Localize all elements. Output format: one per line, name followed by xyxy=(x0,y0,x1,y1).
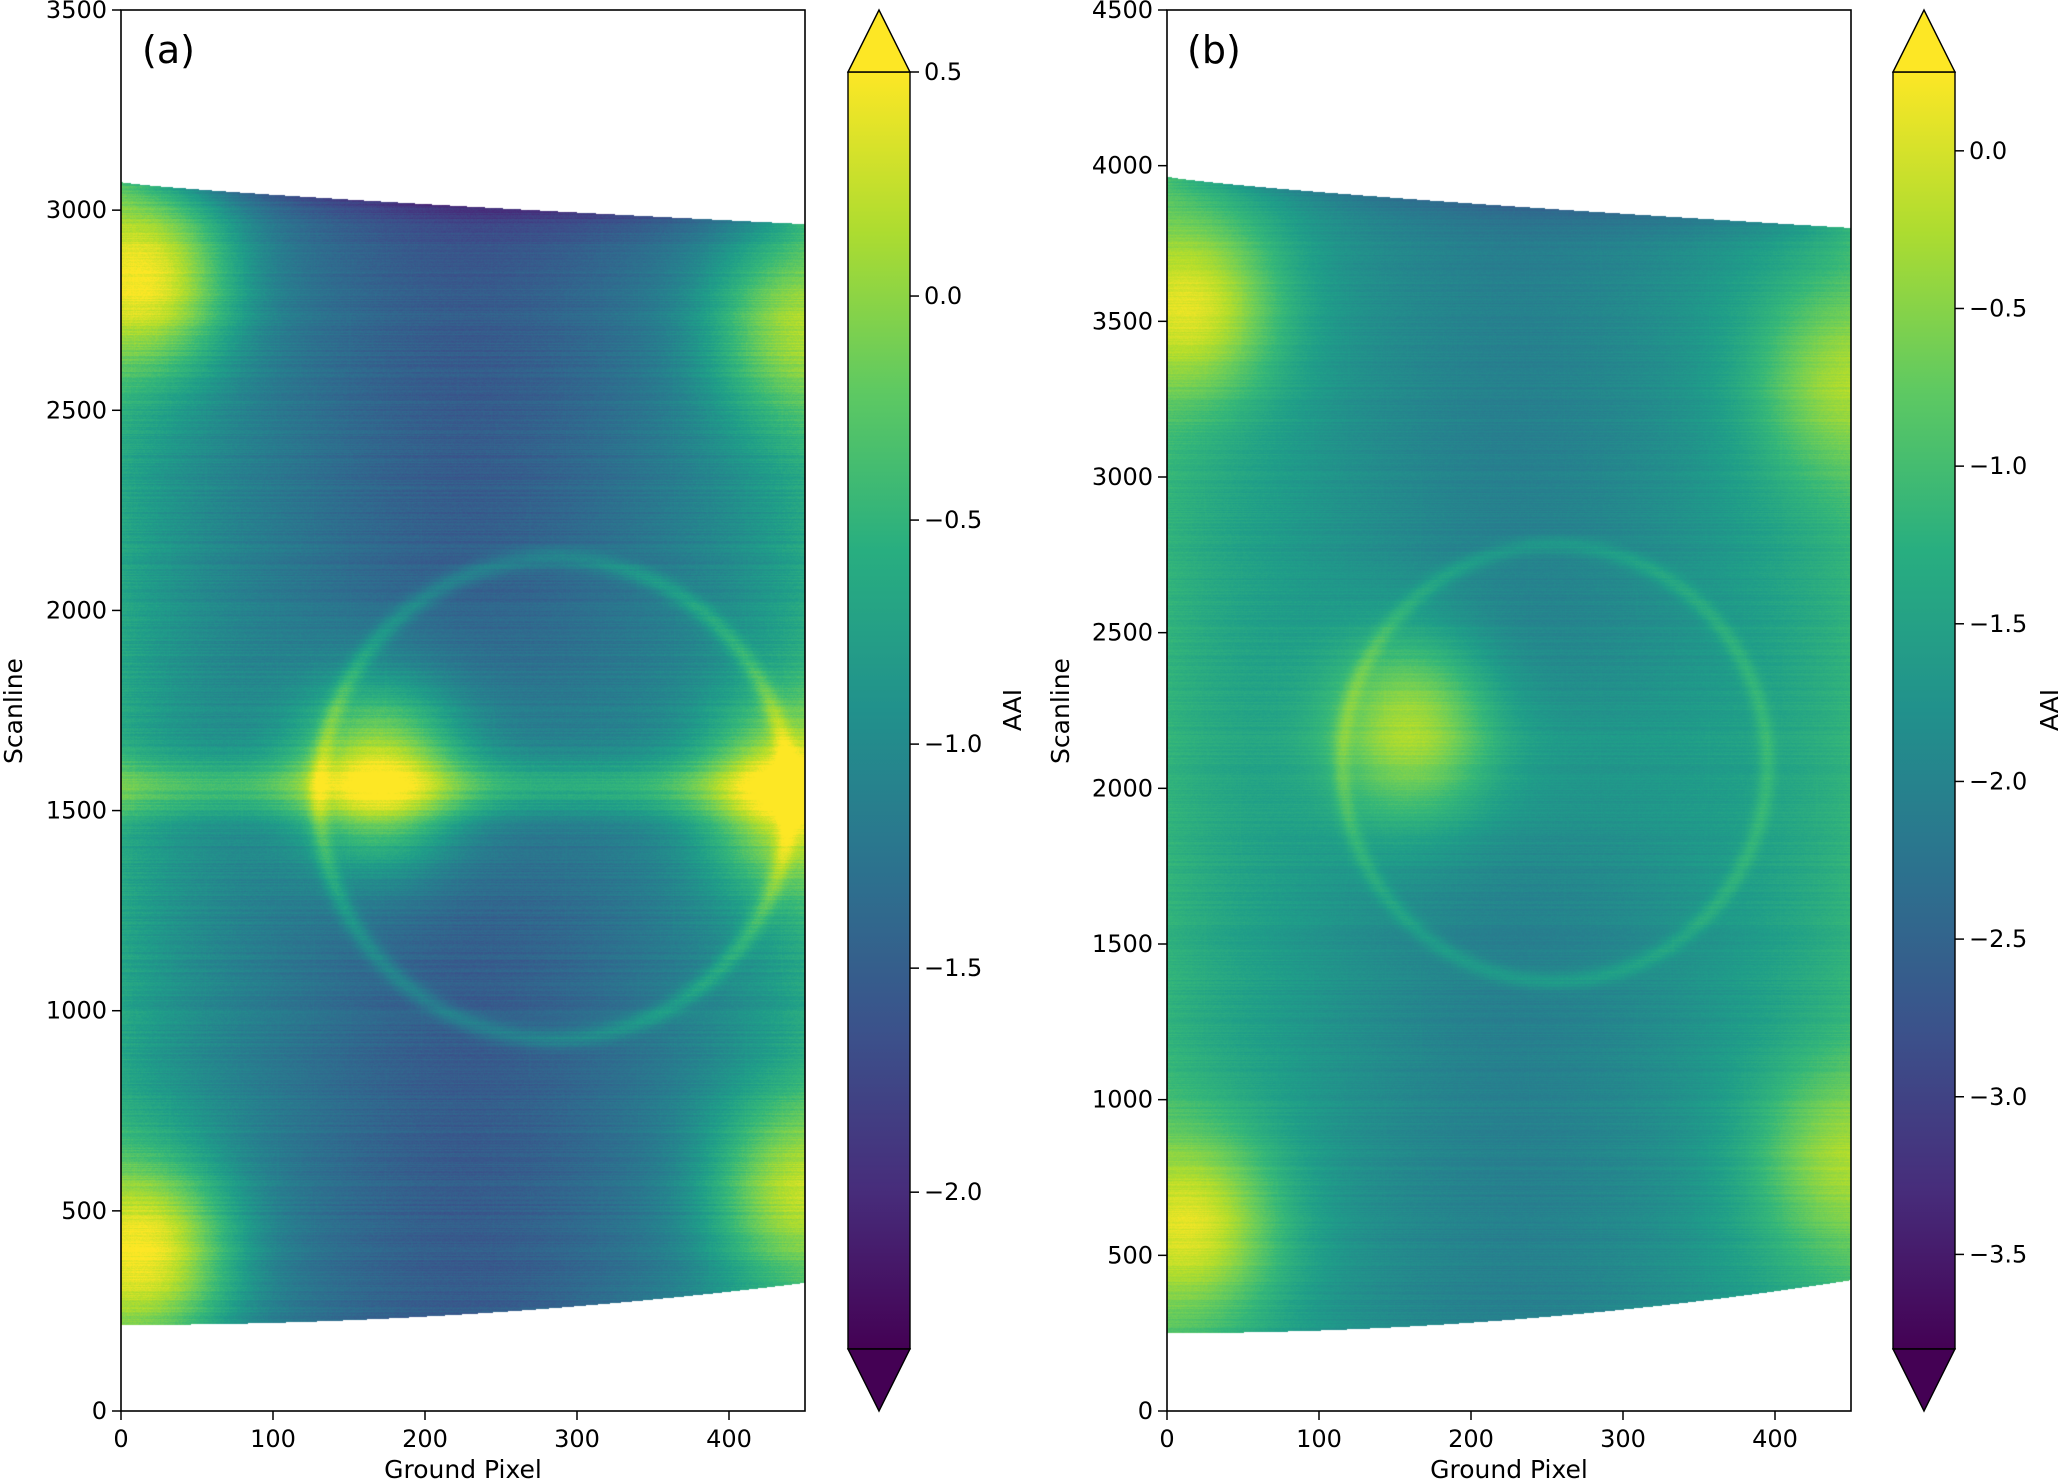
x-tick-label-a: 200 xyxy=(402,1425,448,1453)
y-tick-label-a: 1500 xyxy=(46,797,107,825)
y-tick-label-b: 500 xyxy=(1107,1241,1153,1269)
x-tick-label-b: 200 xyxy=(1448,1425,1494,1453)
x-tick-label-b: 100 xyxy=(1296,1425,1342,1453)
panel-label-b: (b) xyxy=(1187,28,1241,72)
colorbar-tick-label-b: −1.5 xyxy=(1969,610,2027,638)
colorbar-tick-label-a: −1.0 xyxy=(924,730,982,758)
axis-ticks-a: 0 100 200 300 400 0 500 1000 1500 2000 2500 3000 350… xyxy=(46,0,752,1453)
x-tick-label-a: 100 xyxy=(250,1425,296,1453)
y-tick-label-a: 0 xyxy=(92,1397,107,1425)
y-tick-label-a: 2000 xyxy=(46,596,107,624)
y-tick-label-b: 2500 xyxy=(1092,619,1153,647)
y-tick-label-b: 2000 xyxy=(1092,774,1153,802)
y-tick-label-a: 500 xyxy=(61,1197,107,1225)
y-tick-label-a: 2500 xyxy=(46,396,107,424)
colorbar-tick-label-b: −0.5 xyxy=(1969,294,2027,322)
colorbar-label-a: AAI xyxy=(998,689,1027,731)
colorbar-body-b xyxy=(1892,71,1956,1350)
y-tick-label-b: 3000 xyxy=(1092,463,1153,491)
y-tick-label-b: 4000 xyxy=(1092,152,1153,180)
y-tick-label-a: 1000 xyxy=(46,997,107,1025)
colorbar-ticks-a: 0.5 0.0 −0.5 −1.0 −1.5 −2.0 xyxy=(910,58,982,1206)
axis-ticks-b: 0 100 200 300 400050010001500200025003000350… xyxy=(1092,0,1798,1453)
colorbar-tick-label-a: −0.5 xyxy=(924,506,982,534)
plot-frame-a xyxy=(120,9,806,1412)
y-tick-label-b: 1000 xyxy=(1092,1086,1153,1114)
colorbar-tick-label-a: 0.0 xyxy=(924,282,962,310)
colorbar-tick-label-a: −1.5 xyxy=(924,954,982,982)
colorbar-a: 0.5 0.0 −0.5 −1.0 −1.5 −2.0 AAI xyxy=(846,8,1027,1413)
x-axis-label-b: Ground Pixel xyxy=(1430,1455,1588,1484)
colorbar-label-b: AAI xyxy=(2035,689,2064,731)
panel-a: 0 100 200 300 400 0 500 1000 1500 2000 2500 3000 350… xyxy=(0,0,1027,1484)
panel-label-a: (a) xyxy=(142,28,195,72)
colorbar-tick-label-b: −3.0 xyxy=(1969,1083,2027,1111)
colorbar-body-a xyxy=(847,71,911,1350)
x-tick-label-a: 0 xyxy=(113,1425,128,1453)
heatmap-b xyxy=(1167,10,1851,1411)
colorbar-ticks-b: 0.0 −0.5 −1.0 −1.5 −2.0 −2.5 −3.0 −3.5 xyxy=(1955,137,2027,1268)
colorbar-extend-top-b xyxy=(1891,8,1957,73)
x-axis-label-a: Ground Pixel xyxy=(384,1455,542,1484)
y-tick-label-a: 3000 xyxy=(46,196,107,224)
plot-frame-b xyxy=(1166,9,1852,1412)
colorbar-extend-bottom-a xyxy=(846,1348,912,1413)
colorbar-tick-label-b: 0.0 xyxy=(1969,137,2007,165)
y-axis-label-a: Scanline xyxy=(0,658,28,764)
heatmap-a xyxy=(121,10,805,1411)
x-tick-label-a: 300 xyxy=(554,1425,600,1453)
colorbar-extend-top-a xyxy=(846,8,912,73)
colorbar-tick-label-a: 0.5 xyxy=(924,58,962,86)
colorbar-tick-label-b: −3.5 xyxy=(1969,1240,2027,1268)
colorbar-extend-bottom-b xyxy=(1891,1348,1957,1413)
y-tick-label-b: 0 xyxy=(1138,1397,1153,1425)
x-tick-label-a: 400 xyxy=(706,1425,752,1453)
colorbar-b: 0.0 −0.5 −1.0 −1.5 −2.0 −2.5 −3.0 −3.5 AAI xyxy=(1891,8,2064,1413)
panel-b: 0 100 200 300 400050010001500200025003000350… xyxy=(1046,0,2064,1484)
colorbar-tick-label-b: −1.0 xyxy=(1969,452,2027,480)
colorbar-tick-label-b: −2.5 xyxy=(1969,925,2027,953)
y-tick-label-b: 4500 xyxy=(1092,0,1153,24)
x-tick-label-b: 300 xyxy=(1600,1425,1646,1453)
y-tick-label-a: 3500 xyxy=(46,0,107,24)
x-tick-label-b: 0 xyxy=(1159,1425,1174,1453)
y-tick-label-b: 1500 xyxy=(1092,930,1153,958)
y-axis-label-b: Scanline xyxy=(1046,658,1075,764)
y-tick-label-b: 3500 xyxy=(1092,307,1153,335)
x-tick-label-b: 400 xyxy=(1752,1425,1798,1453)
colorbar-tick-label-a: −2.0 xyxy=(924,1178,982,1206)
colorbar-tick-label-b: −2.0 xyxy=(1969,767,2027,795)
